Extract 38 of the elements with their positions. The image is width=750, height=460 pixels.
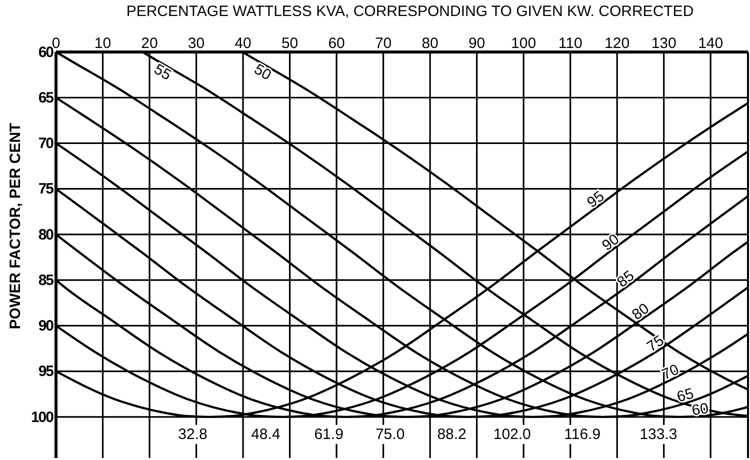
y-tick-label: 70 — [38, 135, 54, 152]
y-tick-label: 65 — [38, 89, 54, 106]
y-tick-label: 95 — [38, 363, 54, 380]
annotation: 116.9 — [564, 426, 601, 443]
annotation: 133.3 — [640, 426, 678, 443]
annotation: 32.8 — [178, 426, 208, 443]
annotation: 88.2 — [437, 426, 466, 443]
text: 55 — [150, 60, 174, 84]
text: 95 — [584, 188, 608, 212]
annotation: 48.4 — [251, 426, 280, 443]
x-axis-title: PERCENTAGE WATTLESS KVA, CORRESPONDING TO GIVEN KW. CORRECTED — [126, 3, 694, 20]
text: 85 — [614, 267, 638, 292]
x-tick-label: 110 — [558, 35, 582, 52]
y-tick-label: 90 — [38, 318, 54, 335]
x-tick-label: 50 — [281, 35, 298, 52]
annotation: 102.0 — [493, 426, 531, 443]
x-tick-label: 40 — [234, 35, 252, 52]
y-tick-label: 80 — [38, 226, 54, 244]
x-tick-label: 70 — [374, 35, 392, 52]
y-tick-label: 75 — [38, 180, 54, 198]
annotation: 61.9 — [314, 426, 344, 443]
y-tick-label: 85 — [38, 272, 54, 289]
text: 90 — [599, 230, 623, 254]
x-tick-label: 60 — [328, 35, 345, 52]
x-tick-label: 80 — [422, 35, 438, 52]
annotation: 75.0 — [375, 426, 405, 443]
x-tick-label: 100 — [511, 35, 536, 52]
text: 80 — [628, 300, 652, 324]
x-tick-label: 90 — [468, 35, 486, 52]
x-tick-label: 130 — [651, 35, 676, 52]
x-tick-label: 20 — [141, 35, 158, 52]
x-tick-label: 30 — [188, 35, 205, 52]
y-tick-label: 100 — [30, 408, 54, 426]
y-axis-title: POWER FACTOR, PER CENT — [7, 122, 24, 330]
x-tick-label: 10 — [94, 35, 112, 52]
x-tick-label: 120 — [604, 35, 630, 52]
x-tick-label: 140 — [698, 35, 724, 52]
text: 50 — [251, 60, 274, 84]
